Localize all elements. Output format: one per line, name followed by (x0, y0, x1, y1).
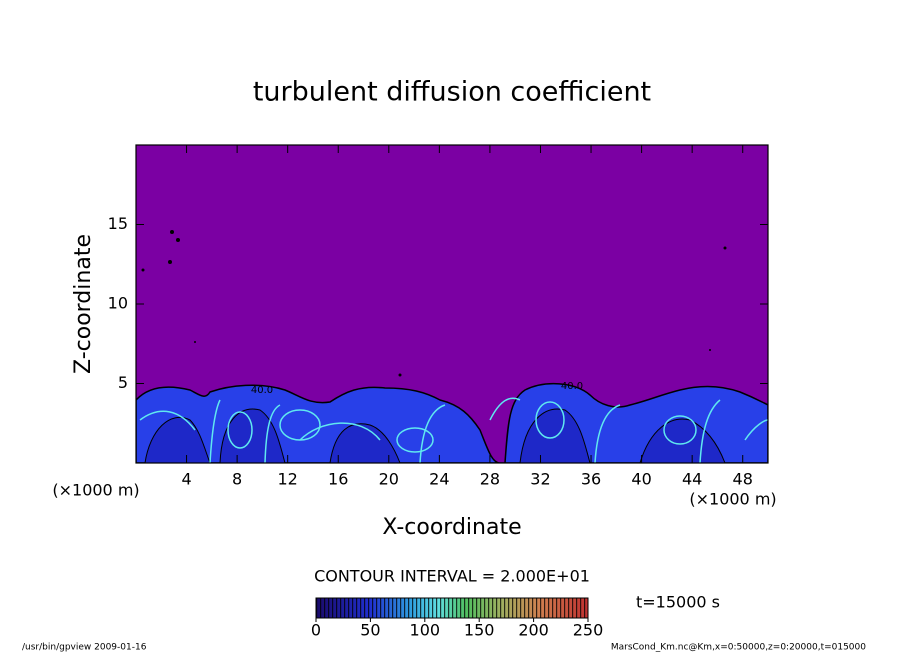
x-unit-right: (×1000 m) (689, 490, 776, 509)
x-tick-label: 40 (631, 470, 651, 489)
contour-label: 40.0 (251, 385, 273, 396)
colorbar-tick-label: 250 (573, 621, 604, 640)
x-tick-label: 32 (530, 470, 550, 489)
x-tick-label: 12 (278, 470, 298, 489)
contour-interval: CONTOUR INTERVAL = 2.000E+01 (314, 567, 590, 586)
contour-field (136, 230, 768, 463)
footer-left: /usr/bin/gpview 2009-01-16 (22, 643, 147, 653)
footer-right: MarsCond_Km.nc@Km,x=0:50000,z=0:20000,t=… (611, 643, 866, 653)
x-tick-label: 48 (733, 470, 753, 489)
y-tick-label: 5 (118, 373, 128, 392)
x-tick-label: 44 (682, 470, 702, 489)
y-axis-label: Z-coordinate (71, 234, 96, 374)
x-tick-label: 4 (181, 470, 191, 489)
colorbar-tick-label: 100 (410, 621, 441, 640)
y-tick-label: 10 (108, 294, 128, 313)
colorbar-stripes (315, 597, 589, 619)
field-specks (141, 230, 727, 377)
x-axis-label: X-coordinate (382, 515, 521, 540)
chart-title: turbulent diffusion coefficient (253, 77, 651, 108)
x-unit-left: (×1000 m) (52, 481, 139, 500)
x-tick-label: 8 (232, 470, 242, 489)
field-region (136, 382, 768, 463)
colorbar-tick-label: 0 (311, 621, 321, 640)
time-label: t=15000 s (636, 593, 720, 612)
colorbar-tick-label: 150 (464, 621, 495, 640)
colorbar-tick-label: 200 (518, 621, 549, 640)
field-lines (139, 397, 768, 463)
x-tick-label: 28 (480, 470, 500, 489)
y-tick-label: 15 (108, 214, 128, 233)
field-inner (144, 408, 726, 463)
x-tick-label: 24 (429, 470, 449, 489)
contour-label: 40.0 (561, 381, 583, 392)
x-tick-label: 16 (328, 470, 348, 489)
x-tick-label: 20 (379, 470, 399, 489)
x-tick-label: 36 (581, 470, 601, 489)
colorbar-tick-label: 50 (360, 621, 380, 640)
